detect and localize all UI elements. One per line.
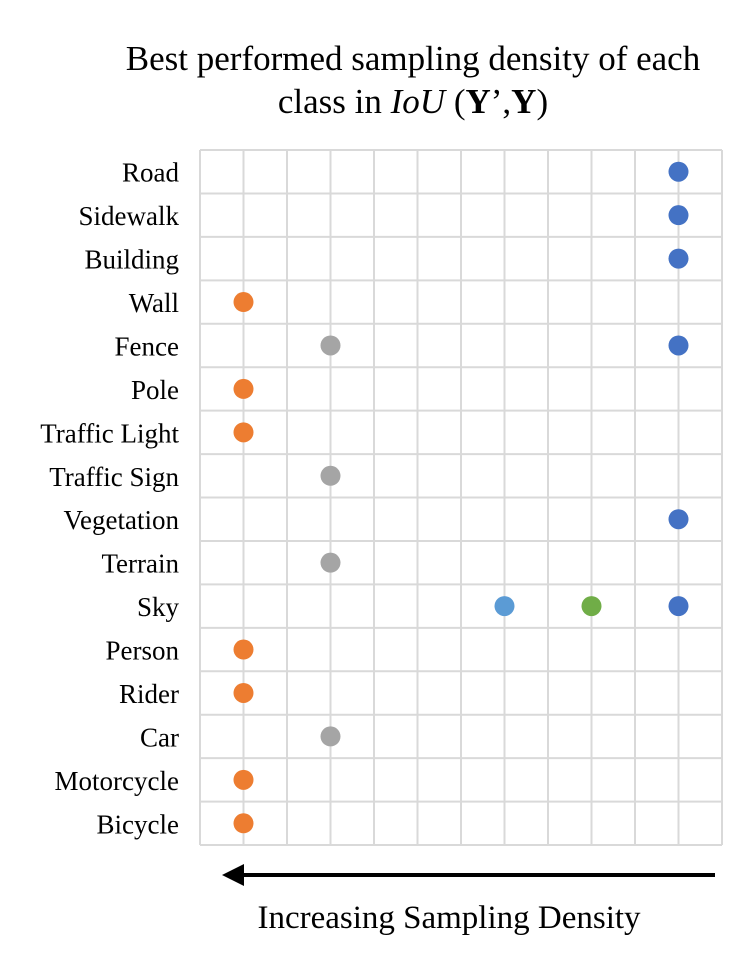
title-prefix: class in: [278, 82, 391, 121]
y-tick-label: Sky: [137, 592, 180, 622]
data-point: [668, 248, 689, 269]
data-point: [320, 726, 341, 747]
data-point: [581, 596, 602, 617]
title-comma: ,: [502, 82, 511, 121]
direction-arrow-head: [222, 864, 244, 886]
y-tick-label: Vegetation: [64, 505, 180, 535]
data-point: [668, 161, 689, 182]
y-tick-label: Road: [122, 158, 179, 188]
data-point: [320, 552, 341, 573]
data-points: [233, 161, 689, 834]
y-axis-tick-labels: Road Sidewalk Building Wall Fence Pole Traffic…: [40, 158, 179, 840]
y-tick-label: Pole: [131, 375, 179, 405]
data-point: [233, 422, 254, 443]
y-tick-label: Sidewalk: [79, 201, 180, 231]
title-arg2: Y: [511, 82, 536, 121]
data-point: [668, 596, 689, 617]
y-tick-label: Rider: [119, 679, 179, 709]
data-point: [233, 378, 254, 399]
y-tick-label: Person: [106, 636, 180, 666]
title-open: (: [445, 82, 465, 121]
x-axis-label: Increasing Sampling Density: [257, 900, 641, 936]
data-point: [668, 205, 689, 226]
y-tick-label: Fence: [115, 331, 179, 361]
chart-title-line-2: class in IoU (Y’,Y): [278, 82, 548, 121]
y-tick-label: Building: [84, 245, 179, 275]
data-point: [233, 639, 254, 660]
data-point: [668, 335, 689, 356]
y-tick-label: Wall: [129, 288, 179, 318]
data-point: [494, 596, 515, 617]
data-point: [668, 509, 689, 530]
y-tick-label: Traffic Sign: [49, 462, 179, 492]
chart-title-line-1: Best performed sampling density of each: [126, 39, 701, 78]
y-tick-label: Bicycle: [97, 809, 179, 839]
title-close: ): [536, 82, 548, 121]
y-tick-label: Motorcycle: [55, 766, 179, 796]
data-point: [233, 682, 254, 703]
y-tick-label: Terrain: [101, 549, 179, 579]
title-apostrophe: ’: [491, 82, 503, 121]
data-point: [320, 335, 341, 356]
data-point: [320, 465, 341, 486]
y-tick-label: Car: [140, 722, 179, 752]
data-point: [233, 769, 254, 790]
data-point: [233, 292, 254, 313]
title-metric: IoU: [390, 82, 448, 121]
title-arg1: Y: [465, 82, 490, 121]
data-point: [233, 813, 254, 834]
plot-grid: [199, 149, 723, 846]
y-tick-label: Traffic Light: [40, 418, 179, 448]
